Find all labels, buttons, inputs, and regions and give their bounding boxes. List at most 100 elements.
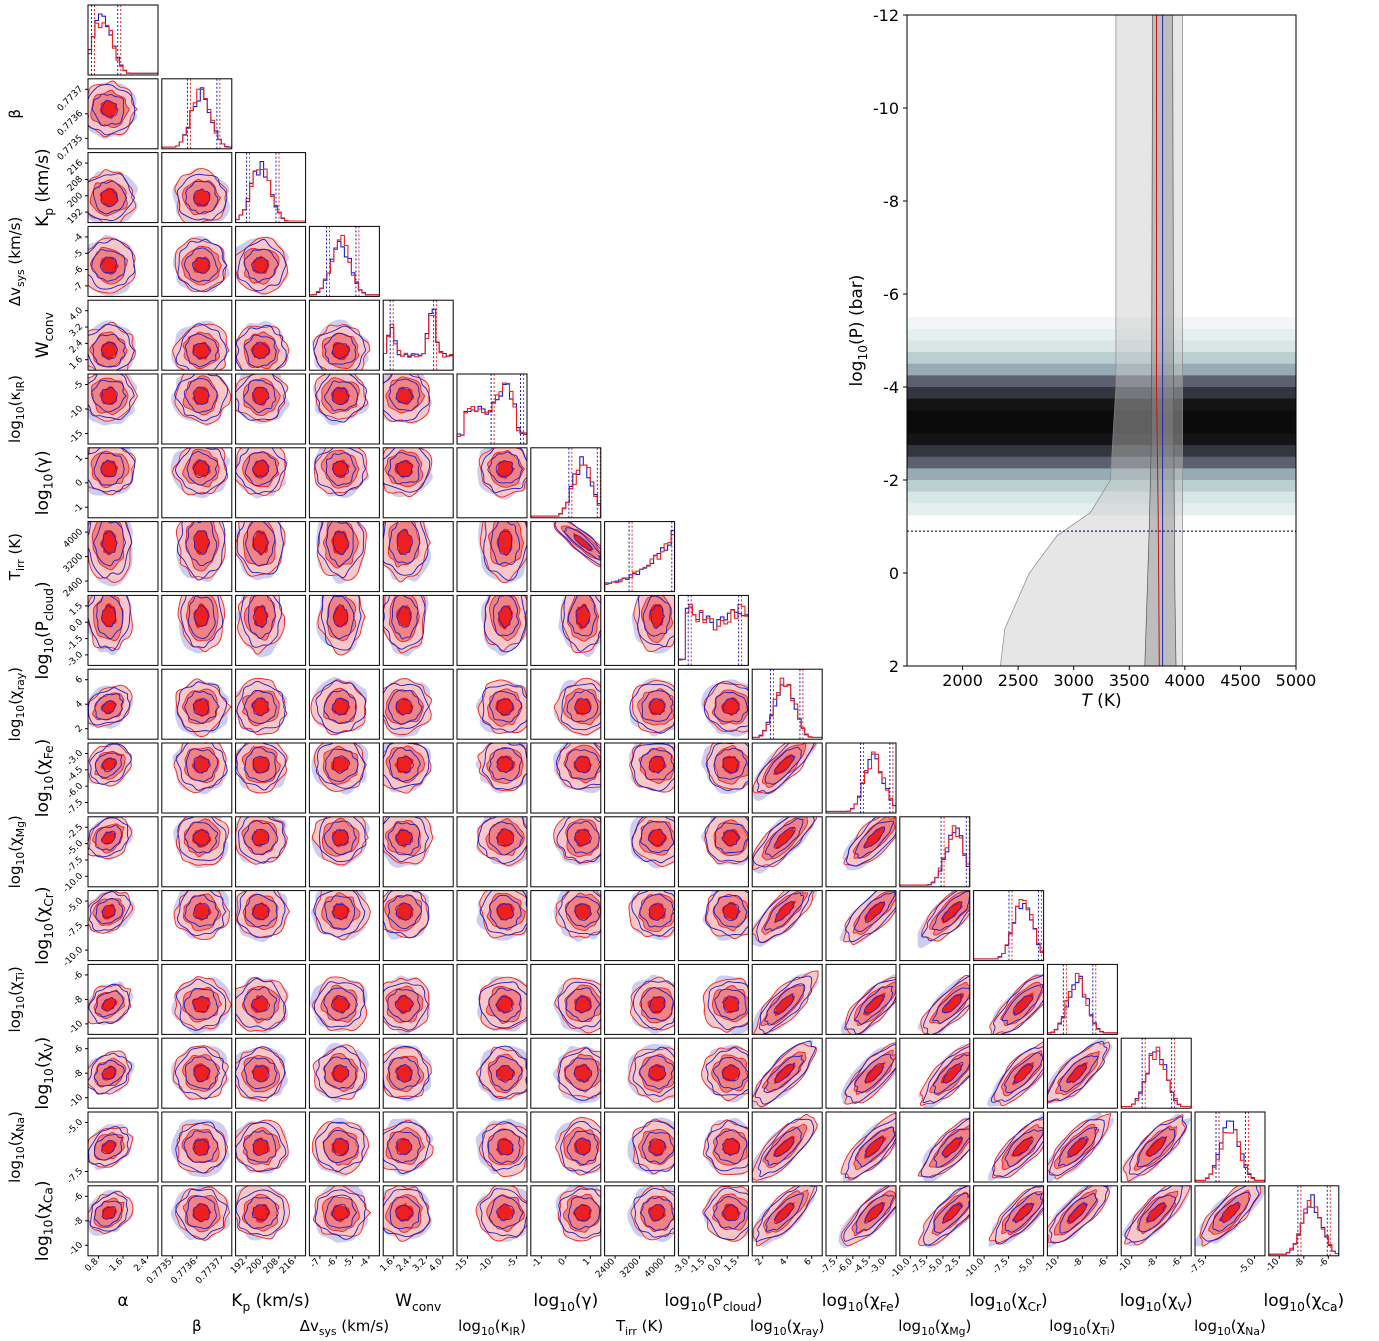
contour-series-1-inner xyxy=(100,459,117,478)
contour-panel-10-4 xyxy=(382,742,454,814)
panel-content xyxy=(457,374,527,444)
contour-series-1-inner xyxy=(331,387,350,406)
contour-series-1-middle xyxy=(487,1129,521,1164)
contour-series-1-middle xyxy=(639,748,675,781)
contour-series-1-middle xyxy=(492,595,519,637)
contour-panel-14-3 xyxy=(308,1037,380,1109)
panel-frame xyxy=(161,1111,233,1183)
panel-frame xyxy=(235,225,307,297)
contour-series-1-middle xyxy=(932,891,970,931)
histogram-series-2 xyxy=(1047,972,1118,1035)
hist-panel-1 xyxy=(161,78,233,150)
panel-frame xyxy=(308,521,380,593)
contour-series-1-inner xyxy=(496,698,514,716)
contour-series-1-inner xyxy=(395,698,413,716)
profile-x-tick-label: 2000 xyxy=(942,671,983,690)
contour-series-1-middle xyxy=(95,824,123,851)
contour-series-1-middle xyxy=(487,451,523,484)
contour-series-1-middle xyxy=(248,595,277,639)
panel-frame xyxy=(161,78,233,150)
panel-frame xyxy=(530,1111,602,1183)
panel-frame xyxy=(308,742,380,814)
contour-series-1-inner xyxy=(774,1062,796,1084)
contour-series-1-outer xyxy=(846,816,896,867)
panel-content xyxy=(840,1042,896,1105)
contour-series-1-inner xyxy=(99,256,117,274)
panel-content xyxy=(235,320,290,371)
panel-content xyxy=(628,743,675,793)
contour-series-1-outer xyxy=(705,743,749,791)
contour-panel-9-6 xyxy=(530,668,602,740)
panel-frame xyxy=(456,1037,528,1109)
panel-frame xyxy=(161,963,233,1035)
contour-series-1-outer xyxy=(704,682,749,732)
panel-frame xyxy=(87,1111,159,1183)
contour-series-1-inner xyxy=(192,386,210,405)
contour-series-1-inner xyxy=(575,1137,591,1156)
contour-series-1-outer xyxy=(88,447,136,493)
panel-content xyxy=(312,374,370,426)
hist-panel-2 xyxy=(235,152,307,224)
contour-panel-11-3 xyxy=(308,816,380,888)
contour-series-1-outer xyxy=(631,890,675,937)
contour-series-1-inner xyxy=(331,995,351,1013)
panel-frame xyxy=(87,225,159,297)
contour-series-1-outer xyxy=(632,1046,675,1097)
panel-content xyxy=(383,447,433,498)
contour-series-1-inner xyxy=(193,530,211,556)
contour-level-1 xyxy=(940,1063,963,1084)
panel-content xyxy=(530,447,601,518)
contour-series-1-middle xyxy=(323,1056,357,1089)
panel-content xyxy=(383,678,432,738)
contour-series-1-outer xyxy=(177,816,227,861)
contour-series-1-inner xyxy=(573,534,593,552)
contour-level-1 xyxy=(722,996,740,1014)
contour-series-1-middle xyxy=(714,988,747,1021)
contour-series-1-outer xyxy=(235,324,287,371)
panel-content xyxy=(311,1117,370,1177)
contour-panel-7-1 xyxy=(161,521,233,593)
panel-frame xyxy=(382,668,454,740)
contour-level-1 xyxy=(251,1064,270,1083)
contour-series-1-inner xyxy=(100,341,119,359)
contour-series-1-outer xyxy=(315,1121,365,1173)
panel-content xyxy=(235,816,288,865)
contour-panel-4-1 xyxy=(161,299,233,371)
panel-frame xyxy=(899,963,971,1035)
panel-frame xyxy=(1046,963,1118,1035)
panel-content xyxy=(88,80,138,140)
contour-series-1-middle xyxy=(713,1057,749,1090)
contour-series-1-middle xyxy=(185,180,219,215)
panel-frame xyxy=(235,1037,307,1109)
panel-content xyxy=(475,743,527,794)
contour-panel-13-7 xyxy=(604,963,676,1035)
contour-panel-4-2 xyxy=(235,299,307,371)
contour-level-1 xyxy=(331,902,350,920)
contour-series-1-outer xyxy=(481,1121,527,1172)
panel-frame xyxy=(825,963,897,1035)
contour-series-1-outer xyxy=(479,890,527,936)
contour-series-1-middle xyxy=(639,1055,675,1090)
contour-series-1-middle xyxy=(566,1130,599,1165)
contour-series-1-middle xyxy=(243,820,279,856)
contour-series-1-middle xyxy=(323,332,357,365)
contour-panel-13-11 xyxy=(899,963,971,1035)
panel-content xyxy=(235,1046,288,1102)
contour-level-1 xyxy=(191,995,210,1014)
contour-level-1 xyxy=(191,828,212,848)
panel-frame xyxy=(382,594,454,666)
contour-panel-7-5 xyxy=(456,521,528,593)
contour-series-1-middle xyxy=(243,1057,278,1089)
panel-content xyxy=(752,743,819,801)
contour-series-1-inner xyxy=(775,900,795,923)
contour-panel-3-1 xyxy=(161,225,233,297)
contour-level-1 xyxy=(251,902,271,921)
panel-content xyxy=(553,743,601,793)
panel-frame xyxy=(456,521,528,593)
contour-series-1-outer xyxy=(560,683,601,731)
panel-content xyxy=(383,595,429,657)
panel-content xyxy=(88,1124,134,1171)
contour-series-1-inner xyxy=(395,460,413,478)
hist-panel-14 xyxy=(1120,1037,1192,1109)
contour-series-1-outer xyxy=(175,323,228,371)
